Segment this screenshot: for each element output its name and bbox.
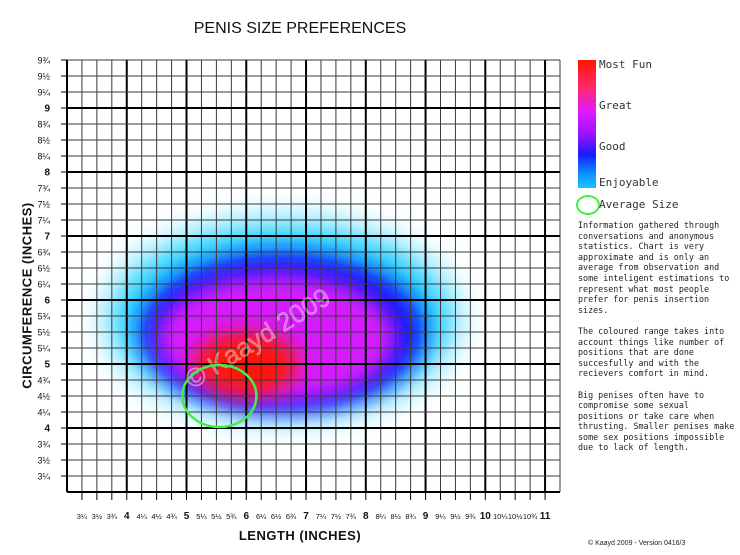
x-tick-label: 7¾ bbox=[346, 512, 357, 521]
x-tick-label: 4 bbox=[124, 511, 130, 522]
y-tick-label: 7¾ bbox=[37, 184, 50, 194]
y-tick-label: 3¾ bbox=[37, 440, 50, 450]
y-tick-label: 9¾ bbox=[37, 56, 50, 66]
y-tick-label: 8¾ bbox=[37, 120, 50, 130]
x-tick-label: 4¼ bbox=[136, 512, 147, 521]
x-tick-label: 10½ bbox=[508, 512, 523, 521]
average-size-marker bbox=[181, 363, 258, 429]
notes-panel: Information gathered through conversatio… bbox=[578, 220, 738, 464]
x-tick-label: 4½ bbox=[151, 512, 162, 521]
y-tick-label: 6½ bbox=[37, 264, 50, 274]
legend-great: Great bbox=[599, 99, 633, 112]
y-tick-label: 7 bbox=[44, 232, 50, 243]
x-tick-label: 9¼ bbox=[435, 512, 446, 521]
x-tick-label: 3¾ bbox=[107, 512, 118, 521]
average-size-legend-icon bbox=[576, 195, 600, 215]
x-tick-label: 11 bbox=[540, 511, 551, 522]
y-tick-label: 7¼ bbox=[37, 216, 50, 226]
x-tick-label: 6 bbox=[243, 511, 249, 522]
y-tick-label: 8 bbox=[44, 168, 50, 179]
y-tick-label: 6¾ bbox=[37, 248, 50, 258]
y-tick-label: 5 bbox=[44, 360, 50, 371]
y-tick-label: 4 bbox=[44, 424, 50, 435]
x-tick-label: 4¾ bbox=[166, 512, 177, 521]
x-tick-label: 9 bbox=[423, 511, 429, 522]
y-tick-label: 9¼ bbox=[37, 88, 50, 98]
y-tick-label: 7½ bbox=[37, 200, 50, 210]
x-tick-label: 8½ bbox=[390, 512, 401, 521]
x-tick-label: 3¼ bbox=[77, 512, 88, 521]
x-tick-label: 5¼ bbox=[196, 512, 207, 521]
y-tick-label: 4½ bbox=[37, 392, 50, 402]
y-tick-label: 4¾ bbox=[37, 376, 50, 386]
y-tick-label: 6 bbox=[44, 296, 50, 307]
y-tick-label: 8½ bbox=[37, 136, 50, 146]
x-tick-label: 5½ bbox=[211, 512, 222, 521]
x-tick-label: 5 bbox=[184, 511, 190, 522]
legend-average-size: Average Size bbox=[599, 198, 679, 211]
y-tick-label: 3½ bbox=[37, 456, 50, 466]
x-tick-label: 7¼ bbox=[316, 512, 327, 521]
x-tick-label: 8¼ bbox=[376, 512, 387, 521]
x-tick-label: 10¾ bbox=[523, 512, 538, 521]
x-tick-label: 10¼ bbox=[493, 512, 508, 521]
x-tick-label: 8 bbox=[363, 511, 369, 522]
x-tick-label: 6¾ bbox=[286, 512, 297, 521]
y-tick-label: 9 bbox=[44, 104, 50, 115]
x-tick-label: 9¾ bbox=[465, 512, 476, 521]
x-tick-label: 7 bbox=[303, 511, 309, 522]
x-tick-label: 6¼ bbox=[256, 512, 267, 521]
x-tick-label: 7½ bbox=[331, 512, 342, 521]
y-tick-label: 9½ bbox=[37, 72, 50, 82]
y-axis-label: CIRCUMFERENCE (INCHES) bbox=[19, 202, 35, 389]
note-paragraph: Information gathered through conversatio… bbox=[578, 220, 730, 315]
note-paragraph: The coloured range takes into account th… bbox=[578, 325, 725, 379]
x-tick-label: 3½ bbox=[92, 512, 103, 521]
legend-most-fun: Most Fun bbox=[599, 58, 652, 71]
copyright-footer: © Kaayd 2009 - Version 0416/3 bbox=[588, 540, 686, 547]
y-tick-label: 8¼ bbox=[37, 152, 50, 162]
y-tick-label: 3¼ bbox=[37, 472, 50, 482]
y-tick-label: 5¾ bbox=[37, 312, 50, 322]
legend-good: Good bbox=[599, 140, 626, 153]
y-tick-label: 6¼ bbox=[37, 280, 50, 290]
x-tick-label: 6½ bbox=[271, 512, 282, 521]
y-tick-label: 5½ bbox=[37, 328, 50, 338]
y-tick-label: 4¼ bbox=[37, 408, 50, 418]
legend-enjoyable: Enjoyable bbox=[599, 176, 659, 189]
chart-title: PENIS SIZE PREFERENCES bbox=[193, 20, 407, 37]
x-tick-label: 8¾ bbox=[405, 512, 416, 521]
note-paragraph: Big penises often have to compromise som… bbox=[578, 389, 735, 453]
y-tick-label: 5¼ bbox=[37, 344, 50, 354]
x-axis-label: LENGTH (INCHES) bbox=[238, 528, 362, 543]
x-tick-label: 10 bbox=[480, 511, 492, 522]
x-tick-label: 9½ bbox=[450, 512, 461, 521]
legend-color-scale bbox=[578, 60, 596, 188]
x-tick-label: 5¾ bbox=[226, 512, 237, 521]
